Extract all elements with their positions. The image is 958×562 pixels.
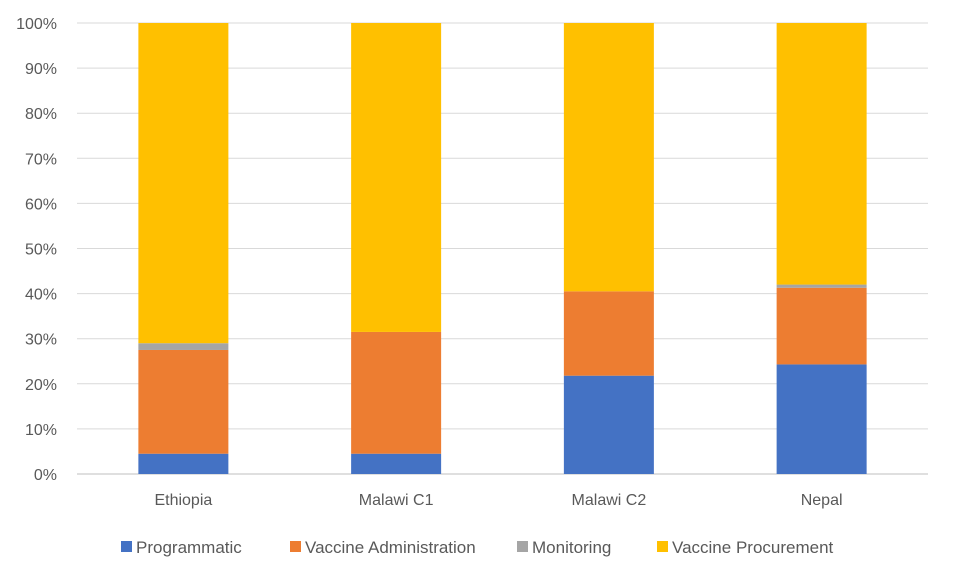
y-tick-label: 60% <box>25 196 57 213</box>
bars <box>138 23 867 474</box>
bar-segment <box>563 375 654 474</box>
legend-label: Programmatic <box>136 538 242 557</box>
y-tick-label: 40% <box>25 287 57 304</box>
y-tick-label: 50% <box>25 242 57 259</box>
x-tick-label: Ethiopia <box>154 492 212 509</box>
legend-swatch <box>121 541 132 552</box>
bar-segment <box>563 291 654 376</box>
bar-segment <box>776 364 867 474</box>
legend-swatch <box>517 541 528 552</box>
y-tick-label: 90% <box>25 61 57 78</box>
bar-segment <box>776 284 867 288</box>
y-tick-label: 20% <box>25 377 57 394</box>
bar-segment <box>351 453 442 474</box>
bar-segment <box>138 453 229 474</box>
x-tick-label: Malawi C2 <box>572 492 647 509</box>
bar-segment <box>351 331 442 454</box>
legend-label: Vaccine Procurement <box>672 538 834 557</box>
y-tick-label: 10% <box>25 422 57 439</box>
bar-segment <box>138 23 229 344</box>
legend-label: Vaccine Administration <box>305 538 476 557</box>
x-tick-label: Nepal <box>801 492 843 509</box>
y-tick-label: 0% <box>34 467 57 484</box>
y-tick-label: 100% <box>16 16 57 33</box>
x-tick-label: Malawi C1 <box>359 492 434 509</box>
bar-segment <box>138 349 229 454</box>
y-axis-ticks: 0% 10% 20% 30% 40% 50% 60% 70% 80% 90% 100% <box>16 16 57 484</box>
y-tick-label: 80% <box>25 106 57 123</box>
bar-segment <box>776 287 867 365</box>
bar-segment <box>351 23 442 332</box>
legend-label: Monitoring <box>532 538 611 557</box>
bar-segment <box>563 23 654 292</box>
legend: Programmatic Vaccine Administration Monito… <box>121 538 834 557</box>
legend-swatch <box>657 541 668 552</box>
bar-segment <box>776 23 867 285</box>
bar-segment <box>138 343 229 350</box>
legend-swatch <box>290 541 301 552</box>
y-tick-label: 30% <box>25 332 57 349</box>
x-axis-ticks: Ethiopia Malawi C1 Malawi C2 Nepal <box>154 492 842 509</box>
y-tick-label: 70% <box>25 151 57 168</box>
